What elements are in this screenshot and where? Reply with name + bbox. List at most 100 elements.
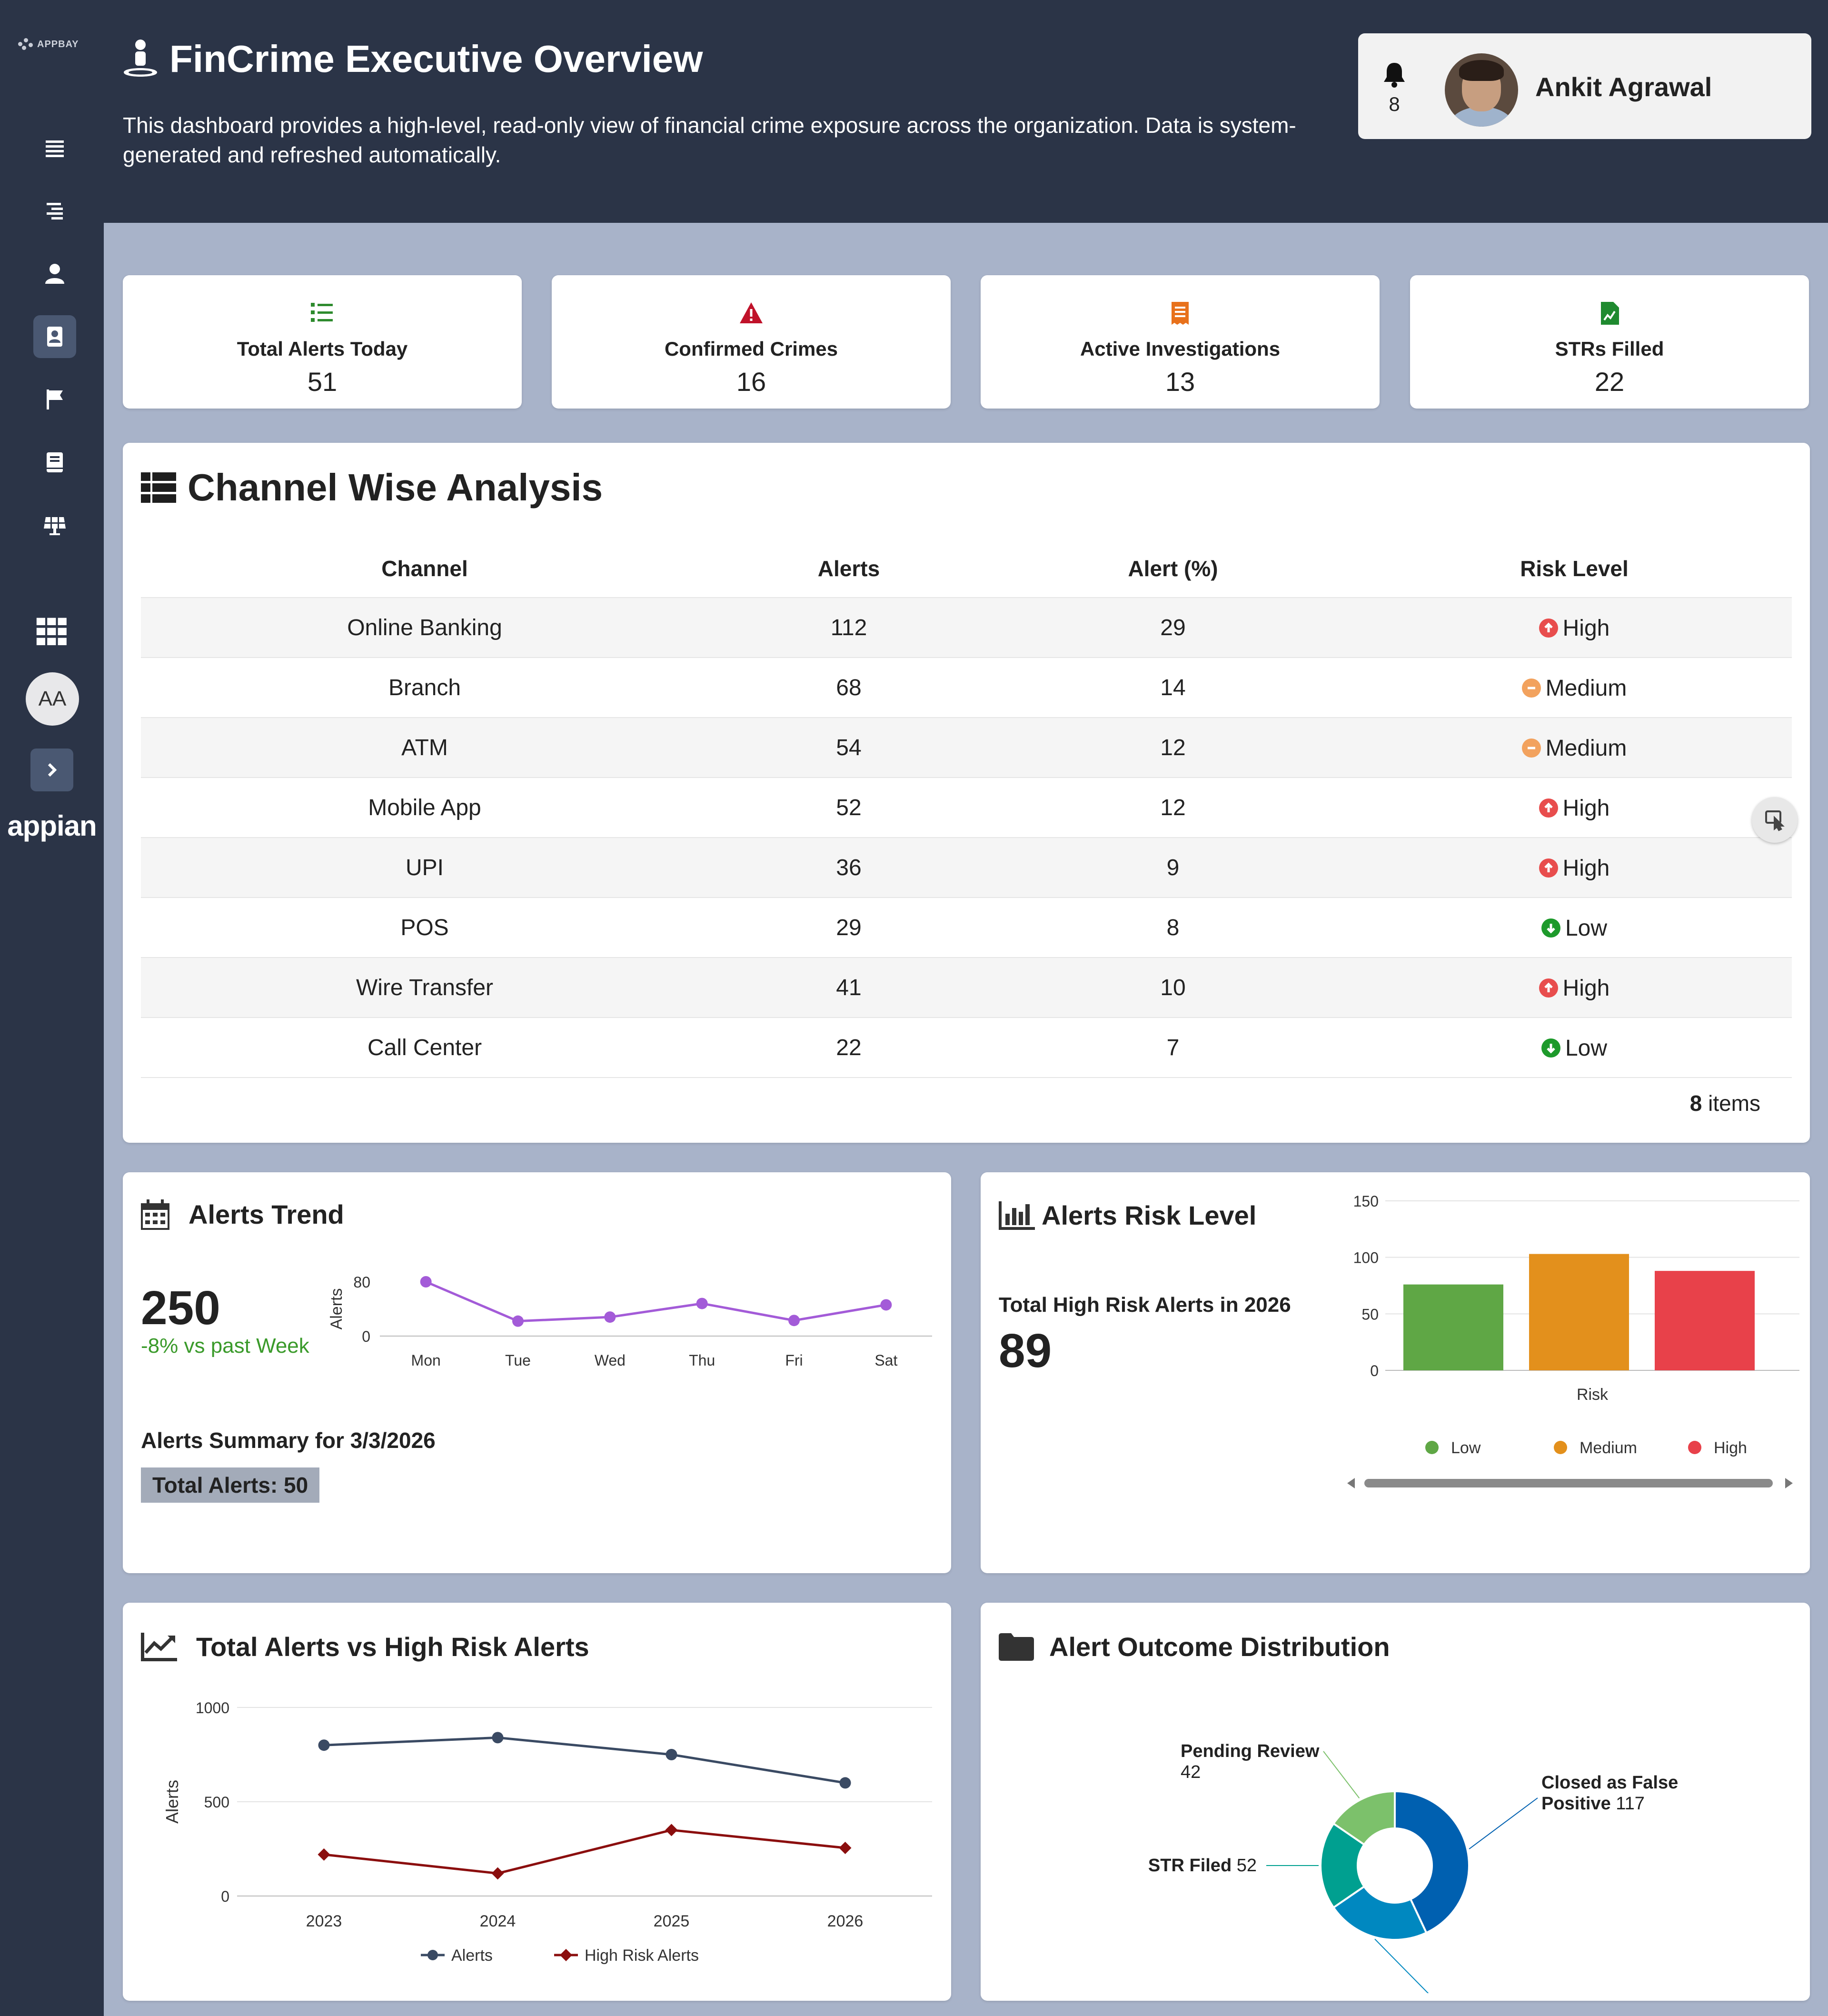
scroll-left-arrow[interactable] (1347, 1478, 1355, 1488)
table-row: ATM 54 12 Medium (141, 718, 1792, 778)
y-tick-label: 80 (353, 1274, 370, 1291)
alerts-trend-header: Alerts Trend (141, 1199, 344, 1230)
cell-risk-level: High (1357, 614, 1792, 641)
chevron-right-icon (48, 763, 57, 777)
column-header-alert-pct[interactable]: Alert (%) (1128, 556, 1218, 581)
table-row: Branch 68 14 Medium (141, 658, 1792, 718)
x-tick-label: Mon (411, 1352, 441, 1369)
appbay-logo-text: APPBAY (37, 39, 79, 50)
column-header-channel[interactable]: Channel (381, 556, 468, 581)
page-title: FinCrime Executive Overview (169, 38, 703, 80)
legend-marker (1425, 1441, 1439, 1454)
arrow-down-circle-icon (1541, 1038, 1560, 1058)
cell-risk-level: Low (1357, 1034, 1792, 1061)
data-point (666, 1749, 677, 1760)
kpi-label: Total Alerts Today (237, 338, 408, 360)
arrow-down-circle-icon (1541, 918, 1560, 938)
bar-low (1403, 1284, 1503, 1370)
y-tick-label: 50 (1361, 1306, 1379, 1323)
alerts-risk-level-header: Alerts Risk Level (999, 1200, 1256, 1231)
sidebar-item-solar[interactable] (33, 504, 76, 547)
y-tick-label: 500 (204, 1794, 229, 1811)
table-icon (141, 472, 176, 503)
cell-channel: UPI (405, 855, 444, 880)
arrow-up-circle-icon (1539, 619, 1558, 638)
line-chart-icon (141, 1632, 177, 1661)
sidebar-expand-button[interactable] (30, 749, 73, 791)
sidebar-user-avatar[interactable]: AA (26, 672, 79, 726)
risk-label: Medium (1545, 675, 1627, 701)
user-card: 8 Ankit Agrawal (1358, 33, 1811, 139)
risk-label: High (1562, 795, 1610, 821)
high-risk-value: 89 (999, 1324, 1052, 1377)
data-point (420, 1276, 432, 1287)
risk-indicator: High (1539, 855, 1609, 881)
flag-icon (47, 389, 63, 409)
cell-alert-pct: 14 (1160, 675, 1186, 700)
data-point (839, 1842, 852, 1855)
cell-alerts: 22 (836, 1035, 862, 1060)
data-point (880, 1299, 892, 1311)
data-point (318, 1739, 330, 1751)
slice-label: Pending Review 42 (1181, 1741, 1320, 1782)
kpi-label: Confirmed Crimes (664, 338, 838, 360)
label-connector (1323, 1751, 1360, 1799)
risk-label: High (1562, 615, 1610, 641)
item-count-number: 8 (1689, 1091, 1702, 1116)
x-tick-label: Thu (689, 1352, 715, 1369)
kpi-total-alerts: Total Alerts Today 51 (123, 275, 522, 409)
risk-indicator: Low (1541, 1035, 1607, 1061)
sidebar-item-apps[interactable] (30, 610, 73, 653)
table-row: Wire Transfer 41 10 High (141, 958, 1792, 1018)
data-point (665, 1824, 678, 1836)
alerts-trend-change: -8% vs past Week (141, 1334, 309, 1357)
item-count-suffix: items (1702, 1091, 1760, 1116)
alerts-vs-high-risk-card: Total Alerts vs High Risk Alerts 0 500 100… (123, 1603, 951, 2001)
receipt-icon (1172, 302, 1189, 325)
y-tick-label: 1000 (196, 1699, 229, 1717)
slice-label: STR Filed 52 (1148, 1856, 1257, 1876)
dashboard-main: Total Alerts Today 51 Confirmed Crimes 1… (104, 223, 1828, 2016)
user-location-icon (124, 40, 157, 77)
warning-icon (740, 302, 763, 323)
legend-marker (427, 1950, 438, 1960)
scroll-right-arrow[interactable] (1785, 1478, 1793, 1488)
scroll-thumb[interactable] (1364, 1479, 1773, 1487)
grid-icon (36, 618, 67, 645)
appian-logo: appian (7, 810, 97, 842)
user-avatar[interactable] (1445, 53, 1518, 127)
legend-label: Alerts (451, 1946, 493, 1965)
notifications-button[interactable]: 8 (1379, 62, 1410, 116)
arrow-up-circle-icon (1539, 798, 1558, 818)
cell-alerts: 68 (836, 675, 862, 700)
cell-channel: Wire Transfer (356, 975, 494, 1000)
sidebar-item-user[interactable] (33, 252, 76, 295)
file-chart-icon (1601, 302, 1619, 325)
table-row: Mobile App 52 12 High (141, 778, 1792, 838)
cell-risk-level: High (1357, 974, 1792, 1001)
sidebar-item-list[interactable] (33, 190, 76, 232)
cell-risk-level: Medium (1357, 674, 1792, 701)
x-tick-label: 2024 (480, 1912, 516, 1930)
legend-label: Low (1451, 1439, 1481, 1457)
pie-slice (1332, 1790, 1396, 1846)
sidebar-item-menu[interactable] (33, 127, 76, 170)
cell-alert-pct: 8 (1166, 915, 1180, 940)
column-header-alerts[interactable]: Alerts (817, 556, 880, 581)
floating-action-button[interactable] (1752, 797, 1798, 843)
page-description: This dashboard provides a high-level, re… (123, 113, 1296, 167)
channel-analysis-title: Channel Wise Analysis (188, 466, 603, 509)
alerts-vs-high-risk-header: Total Alerts vs High Risk Alerts (141, 1631, 589, 1662)
alerts-summary-badge: Total Alerts: 50 (141, 1467, 320, 1503)
page-title-row: FinCrime Executive Overview (122, 37, 703, 81)
sidebar-item-book[interactable] (33, 441, 76, 484)
channel-analysis-card: Channel Wise Analysis Channel Alerts Ale… (123, 443, 1810, 1143)
chart-scrollbar[interactable] (1347, 1476, 1795, 1490)
column-header-risk-level[interactable]: Risk Level (1520, 556, 1629, 581)
sidebar-item-user-badge[interactable] (33, 315, 76, 358)
pie-slice (1394, 1790, 1470, 1934)
sidebar-item-flag[interactable] (33, 378, 76, 421)
cell-risk-level: Low (1357, 914, 1792, 941)
risk-indicator: High (1539, 615, 1610, 641)
appbay-logo: APPBAY (18, 37, 82, 51)
